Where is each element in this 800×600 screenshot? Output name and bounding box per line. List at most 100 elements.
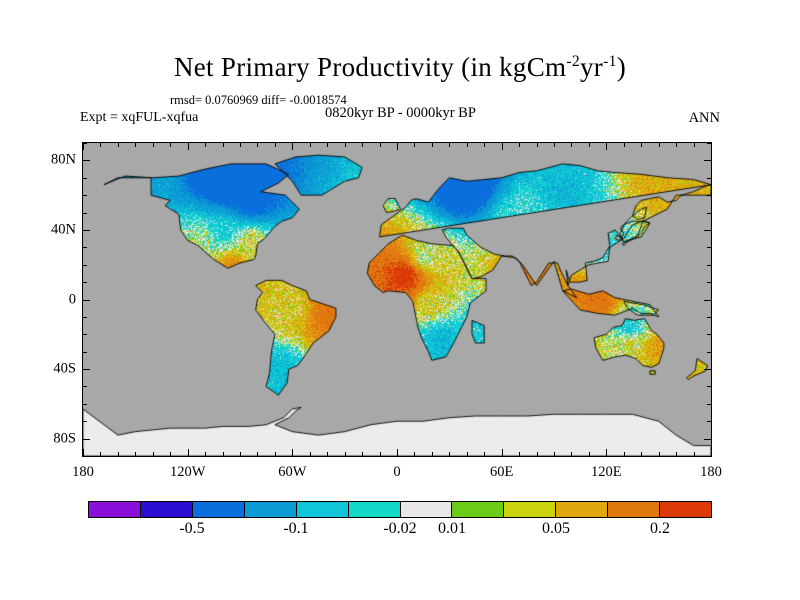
axis-tick-x <box>257 143 258 147</box>
axis-tick-x <box>449 452 450 456</box>
colorbar-segment <box>192 502 245 517</box>
colorbar-tick-label: 0.01 <box>438 520 466 537</box>
axis-tick-x <box>659 143 660 147</box>
axis-tick-x <box>432 143 433 147</box>
axis-tick-y <box>707 247 711 248</box>
axis-label-x: 180 <box>700 464 722 480</box>
axis-tick-y <box>707 178 711 179</box>
axis-tick-x <box>345 143 346 147</box>
axis-tick-x <box>170 452 171 456</box>
axis-tick-x <box>153 143 154 147</box>
axis-tick-y <box>83 421 87 422</box>
axis-tick-x <box>327 143 328 147</box>
axis-tick-x <box>414 452 415 456</box>
axis-tick-x <box>606 449 607 456</box>
axis-tick-x <box>188 449 189 456</box>
axis-tick-x <box>519 452 520 456</box>
axis-tick-x <box>659 452 660 456</box>
axis-tick-x <box>449 143 450 147</box>
axis-tick-x <box>589 143 590 147</box>
axis-tick-x <box>641 452 642 456</box>
axis-tick-x <box>484 452 485 456</box>
axis-tick-y <box>83 213 87 214</box>
colorbar-tick-label: -0.02 <box>383 520 417 537</box>
axis-tick-y <box>707 265 711 266</box>
axis-tick-y <box>707 386 711 387</box>
axis-tick-y <box>707 195 711 196</box>
axis-tick-x <box>641 143 642 147</box>
axis-tick-x <box>292 143 293 150</box>
axis-tick-y <box>83 369 90 370</box>
colorbar-tick-label: 0.05 <box>542 520 570 537</box>
colorbar-segment <box>89 502 141 517</box>
axis-label-x: 60E <box>489 464 514 480</box>
axis-tick-y <box>704 160 711 161</box>
axis-tick-x <box>397 143 398 150</box>
axis-tick-x <box>554 452 555 456</box>
axis-tick-x <box>240 143 241 147</box>
axis-tick-y <box>83 195 87 196</box>
axis-tick-y <box>83 300 90 301</box>
axis-label-y: 40S <box>53 360 76 377</box>
axis-tick-x <box>188 143 189 150</box>
chart-title: Net Primary Productivity (in kgCm-2yr-1) <box>0 52 800 83</box>
axis-tick-x <box>223 452 224 456</box>
axis-tick-x <box>676 143 677 147</box>
axis-tick-x <box>571 452 572 456</box>
axis-tick-x <box>135 452 136 456</box>
axis-tick-x <box>118 143 119 147</box>
axis-tick-x <box>624 452 625 456</box>
axis-tick-x <box>537 452 538 456</box>
axis-tick-x <box>397 449 398 456</box>
colorbar-tick-label: 0.2 <box>650 520 670 537</box>
axis-tick-y <box>707 352 711 353</box>
experiment-annotation: Expt = xqFUL-xqfua <box>80 110 199 125</box>
axis-tick-x <box>135 143 136 147</box>
axis-tick-x <box>205 452 206 456</box>
colorbar-segment <box>400 502 453 517</box>
axis-tick-x <box>240 452 241 456</box>
axis-tick-y <box>83 404 87 405</box>
title-superscript-2: -1 <box>603 53 617 70</box>
axis-tick-x <box>83 449 84 456</box>
axis-tick-x <box>170 143 171 147</box>
axis-tick-y <box>83 352 87 353</box>
axis-tick-y <box>707 404 711 405</box>
title-text-end: ) <box>616 52 627 82</box>
axis-label-y: 80N <box>51 151 76 168</box>
axis-tick-x <box>432 452 433 456</box>
npp-anomaly-map <box>83 143 711 456</box>
season-annotation: ANN <box>688 110 720 126</box>
axis-tick-x <box>711 143 712 150</box>
axis-tick-y <box>83 178 87 179</box>
axis-tick-x <box>118 452 119 456</box>
axis-tick-x <box>414 143 415 147</box>
axis-tick-y <box>704 369 711 370</box>
axis-tick-y <box>83 160 90 161</box>
axis-tick-y <box>83 265 87 266</box>
axis-tick-x <box>502 449 503 456</box>
axis-tick-x <box>292 449 293 456</box>
axis-tick-y <box>704 230 711 231</box>
colorbar-segment <box>660 502 712 517</box>
colorbar-tick-label: -0.5 <box>179 520 205 537</box>
axis-tick-y <box>704 439 711 440</box>
axis-tick-y <box>707 334 711 335</box>
colorbar-segment <box>452 502 505 517</box>
axis-tick-x <box>100 452 101 456</box>
colorbar-segment <box>608 502 661 517</box>
axis-tick-x <box>205 143 206 147</box>
axis-tick-y <box>83 247 87 248</box>
axis-label-y: 40N <box>51 221 76 238</box>
axis-label-y: 0 <box>68 291 76 307</box>
axis-tick-x <box>676 452 677 456</box>
axis-tick-y <box>707 317 711 318</box>
title-text-main: Net Primary Productivity (in kgCm <box>173 52 567 82</box>
axis-tick-x <box>467 452 468 456</box>
colorbar <box>88 501 712 518</box>
colorbar-segment <box>296 502 349 517</box>
axis-tick-x <box>606 143 607 150</box>
axis-tick-x <box>519 143 520 147</box>
axis-tick-x <box>694 452 695 456</box>
axis-tick-x <box>362 452 363 456</box>
